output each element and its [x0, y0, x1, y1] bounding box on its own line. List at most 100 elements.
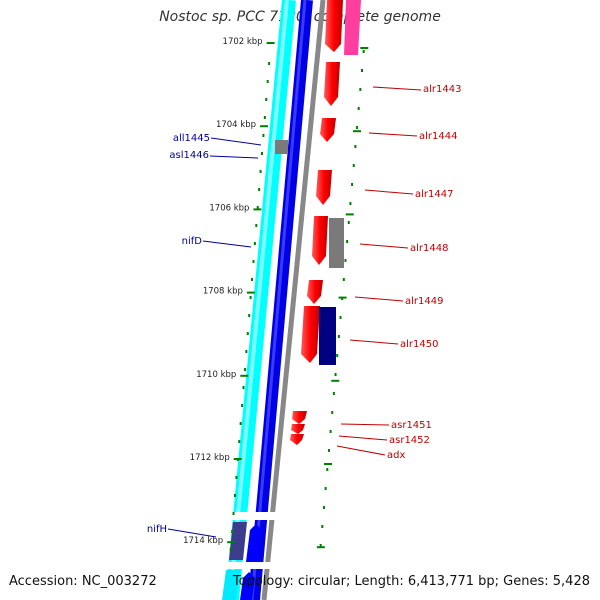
alr1448-arrow [312, 216, 328, 265]
ruler-dot [354, 145, 357, 148]
reverse-gene-labels: all1445 asl1446 nifD nifH [147, 133, 262, 538]
gene-label-adx[interactable]: adx [387, 450, 405, 461]
gene-label-asr1451[interactable]: asr1451 [391, 420, 432, 431]
kbp-label: 1706 kbp [209, 203, 249, 213]
ruler-dot [241, 404, 244, 407]
ruler-dot [268, 62, 271, 65]
ruler-dot [359, 88, 362, 91]
ruler-dot [332, 392, 335, 395]
ruler-dot [255, 224, 258, 227]
gene-label-nifH[interactable]: nifH [147, 524, 167, 535]
gene-label-alr1449[interactable]: alr1449 [405, 296, 443, 307]
ruler-dot [265, 98, 268, 101]
ruler-dot [347, 221, 350, 224]
nifH-gene-block [229, 522, 247, 560]
left-ruler-dots [229, 62, 271, 551]
adx-arrow [290, 434, 304, 445]
ruler-dot [229, 548, 232, 551]
ruler-dot [258, 188, 261, 191]
track-break-top [220, 512, 300, 520]
forward-gene-leader [354, 296, 404, 302]
ruler-dot [321, 525, 324, 528]
ruler-dot [242, 386, 245, 389]
track-breaks [213, 512, 300, 569]
ruler-dot [262, 134, 265, 137]
ruler-dot [351, 183, 354, 186]
kbp-label: 1714 kbp [183, 536, 223, 546]
ruler-dot [263, 116, 266, 119]
nifH-strand-arrow [246, 524, 262, 562]
ruler-dot [251, 278, 254, 281]
ruler-dot [253, 242, 256, 245]
forward-gene-leader [372, 86, 422, 91]
kbp-label: 1712 kbp [190, 453, 230, 463]
alr1443-arrow [324, 62, 340, 106]
pink-gene-arrow [344, 0, 361, 55]
ruler-dot [326, 468, 329, 471]
alr1448-hypothetical-block [329, 218, 344, 268]
ruler-dot [339, 316, 342, 319]
forward-gene-leader [349, 339, 399, 345]
ruler-dot [233, 494, 236, 497]
reverse-gene-leader [202, 240, 252, 248]
track-break-bottom [213, 562, 295, 569]
asr1452-arrow [291, 424, 305, 434]
ruler-dot [356, 126, 359, 129]
alr1450-navy-block [319, 307, 336, 365]
gene-label-alr1450[interactable]: alr1450 [400, 339, 438, 350]
ruler-dot [246, 332, 249, 335]
ruler-dot [232, 512, 235, 515]
genome-stats-label: Topology: circular; Length: 6,413,771 bp… [232, 574, 590, 589]
ruler-dot [231, 530, 234, 533]
ruler-dot [334, 373, 337, 376]
ruler-dot [329, 430, 332, 433]
ruler-dot [248, 314, 251, 317]
asr1451-arrow [292, 411, 307, 424]
forward-gene-labels: alr1443 alr1444 alr1447 alr1448 alr1449 alr14… [336, 84, 461, 461]
gene-label-alr1443[interactable]: alr1443 [423, 84, 461, 95]
gene-label-nifD[interactable]: nifD [182, 236, 203, 247]
ruler-dot [352, 164, 355, 167]
gene-label-alr1447[interactable]: alr1447 [415, 189, 453, 200]
ruler-dot [239, 422, 242, 425]
ruler-dot [336, 354, 339, 357]
ruler-dot [357, 107, 360, 110]
kbp-label: 1704 kbp [216, 120, 256, 130]
ruler-dot [235, 476, 238, 479]
ruler-dot [245, 350, 248, 353]
forward-gene-leader [336, 445, 386, 456]
cyan-track-bottom-block [222, 570, 240, 600]
track-lines [225, 0, 326, 600]
forward-gene-leader [368, 132, 418, 137]
ruler-dot [360, 69, 363, 72]
alr1444-arrow [320, 118, 336, 142]
ruler-dot [346, 240, 349, 243]
forward-gene-arrows [290, 0, 361, 445]
forward-gene-leader [359, 243, 409, 249]
gene-label-asl1446[interactable]: asl1446 [169, 150, 209, 161]
ruler-dot [331, 411, 334, 414]
alr1442-arrow [325, 0, 343, 52]
kbp-label: 1702 kbp [223, 37, 263, 47]
gene-label-alr1448[interactable]: alr1448 [410, 243, 448, 254]
gene-label-all1445[interactable]: all1445 [173, 133, 210, 144]
hypothetical-gene-block-left [275, 140, 288, 154]
ruler-dot [349, 202, 352, 205]
forward-gene-leader [340, 423, 390, 426]
blue-track-bottom-arrow [240, 572, 255, 600]
ruler-dot [259, 170, 262, 173]
forward-strand-track-highlight [250, 0, 307, 600]
ruler-dot [249, 296, 252, 299]
reverse-strand-track-highlight [228, 0, 289, 600]
ruler-dot [362, 50, 365, 53]
alr1450-arrow [301, 306, 320, 363]
ruler-dot [238, 440, 241, 443]
kbp-label: 1708 kbp [203, 287, 243, 297]
gene-label-alr1444[interactable]: alr1444 [419, 131, 457, 142]
accession-label: Accession: NC_003272 [9, 574, 157, 589]
ruler-dot [260, 152, 263, 155]
ruler-dot [252, 260, 255, 263]
gene-label-asr1452[interactable]: asr1452 [389, 435, 430, 446]
